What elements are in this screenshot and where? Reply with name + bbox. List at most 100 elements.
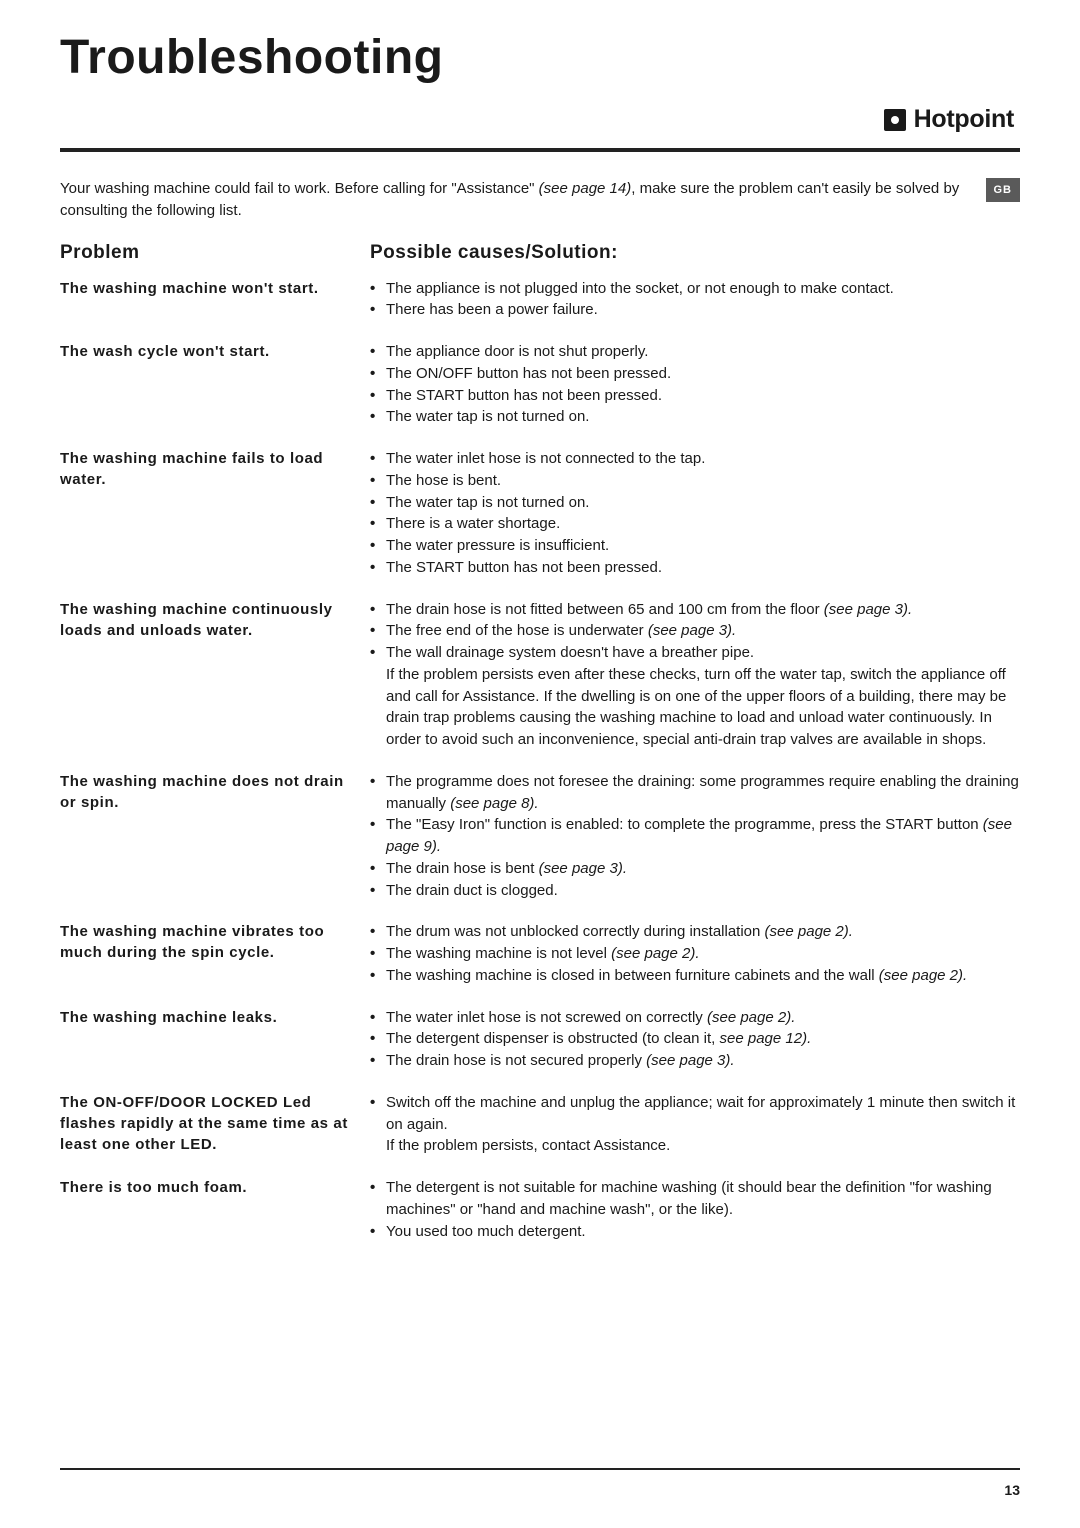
page-reference: (see page 3). — [646, 1052, 734, 1069]
solution-item-text: The drain duct is clogged. — [386, 882, 558, 899]
solution-item-text: The drain hose is bent — [386, 860, 539, 877]
solution-item: The washing machine is closed in between… — [370, 965, 1020, 987]
solution-item: The water inlet hose is not screwed on c… — [370, 1007, 1020, 1029]
troubleshoot-row: The ON-OFF/DOOR LOCKED Led flashes rapid… — [0, 1092, 1080, 1157]
page-reference: (see page 8). — [450, 795, 538, 812]
solution-text: The water inlet hose is not connected to… — [370, 448, 1020, 579]
solution-item: The appliance is not plugged into the so… — [370, 278, 1020, 300]
solution-item-text: The washing machine is closed in between… — [386, 967, 879, 984]
problem-text: The washing machine won't start. — [60, 278, 360, 322]
problem-text: The washing machine leaks. — [60, 1007, 360, 1072]
solution-item-text: The water tap is not turned on. — [386, 408, 589, 425]
problem-text: The washing machine continuously loads a… — [60, 599, 360, 751]
solution-item: The START button has not been pressed. — [370, 385, 1020, 407]
intro-text: Your washing machine could fail to work.… — [60, 178, 962, 222]
solution-list: The appliance door is not shut properly.… — [370, 341, 1020, 428]
solution-item: You used too much detergent. — [370, 1221, 1020, 1243]
solution-item-text: You used too much detergent. — [386, 1223, 586, 1240]
solution-item: The water tap is not turned on. — [370, 492, 1020, 514]
troubleshoot-row: The washing machine leaks. The water inle… — [0, 1007, 1080, 1072]
problem-header: Problem — [60, 242, 360, 264]
solution-item: The "Easy Iron" function is enabled: to … — [370, 814, 1020, 858]
brand-row: Hotpoint — [0, 105, 1080, 148]
solution-note: If the problem persists, contact Assista… — [370, 1135, 1020, 1157]
column-headers: Problem Possible causes/Solution: — [0, 222, 1080, 278]
solution-item-text: The water tap is not turned on. — [386, 494, 589, 511]
page-reference: (see page 3). — [648, 622, 736, 639]
troubleshoot-row: The washing machine vibrates too much du… — [0, 921, 1080, 986]
page-reference: (see page 3). — [539, 860, 627, 877]
troubleshoot-row: The washing machine does not drain or sp… — [0, 771, 1080, 902]
problem-text: The washing machine does not drain or sp… — [60, 771, 360, 902]
troubleshoot-row: The wash cycle won't start.The appliance… — [0, 341, 1080, 428]
solution-header: Possible causes/Solution: — [370, 242, 1020, 264]
page-reference: (see page 3). — [824, 601, 912, 618]
solution-list: The water inlet hose is not screwed on c… — [370, 1007, 1020, 1072]
troubleshoot-row: There is too much foam.The detergent is … — [0, 1177, 1080, 1242]
solution-item: The ON/OFF button has not been pressed. — [370, 363, 1020, 385]
solution-item: The wall drainage system doesn't have a … — [370, 642, 1020, 664]
solution-note: If the problem persists even after these… — [370, 664, 1020, 751]
solution-item-text: The wall drainage system doesn't have a … — [386, 644, 754, 661]
solution-item: The drain hose is not secured properly (… — [370, 1050, 1020, 1072]
solution-item: The free end of the hose is underwater (… — [370, 620, 1020, 642]
problem-text: The washing machine fails to load water. — [60, 448, 360, 579]
solution-list: The detergent is not suitable for machin… — [370, 1177, 1020, 1242]
solution-item-text: The appliance door is not shut properly. — [386, 343, 648, 360]
problem-text: The wash cycle won't start. — [60, 341, 360, 428]
solution-item-text: The water inlet hose is not connected to… — [386, 450, 705, 467]
solution-text: The water inlet hose is not screwed on c… — [370, 1007, 1020, 1072]
solution-item-text: There is a water shortage. — [386, 515, 560, 532]
page-reference: see page 12). — [720, 1030, 812, 1047]
solution-item-text: The "Easy Iron" function is enabled: to … — [386, 816, 983, 833]
page-number: 13 — [1004, 1482, 1020, 1498]
solution-item-text: The drain hose is not fitted between 65 … — [386, 601, 824, 618]
solution-item: The programme does not foresee the drain… — [370, 771, 1020, 815]
solution-item-text: The hose is bent. — [386, 472, 501, 489]
solution-item: The drum was not unblocked correctly dur… — [370, 921, 1020, 943]
solution-item: The appliance door is not shut properly. — [370, 341, 1020, 363]
solution-list: Switch off the machine and unplug the ap… — [370, 1092, 1020, 1136]
intro-row: Your washing machine could fail to work.… — [0, 152, 1080, 222]
problem-text: The washing machine vibrates too much du… — [60, 921, 360, 986]
solution-text: Switch off the machine and unplug the ap… — [370, 1092, 1020, 1157]
troubleshoot-row: The washing machine continuously loads a… — [0, 599, 1080, 751]
troubleshoot-row: The washing machine fails to load water.… — [0, 448, 1080, 579]
brand-text: Hotpoint — [914, 105, 1014, 134]
intro-ref: (see page 14) — [539, 180, 632, 197]
solution-item: The hose is bent. — [370, 470, 1020, 492]
solution-text: The programme does not foresee the drain… — [370, 771, 1020, 902]
solution-item-text: The START button has not been pressed. — [386, 387, 662, 404]
solution-item-text: The START button has not been pressed. — [386, 559, 662, 576]
solution-item: The drain hose is not fitted between 65 … — [370, 599, 1020, 621]
solution-text: The drain hose is not fitted between 65 … — [370, 599, 1020, 751]
solution-item-text: The washing machine is not level — [386, 945, 611, 962]
solution-item: The START button has not been pressed. — [370, 557, 1020, 579]
solution-item: The water pressure is insufficient. — [370, 535, 1020, 557]
page-reference: (see page 2). — [765, 923, 853, 940]
page-title: Troubleshooting — [0, 0, 1080, 105]
solution-item: The detergent dispenser is obstructed (t… — [370, 1028, 1020, 1050]
solution-list: The drum was not unblocked correctly dur… — [370, 921, 1020, 986]
problem-text: The ON-OFF/DOOR LOCKED Led flashes rapid… — [60, 1092, 360, 1157]
solution-list: The programme does not foresee the drain… — [370, 771, 1020, 902]
solution-item: The washing machine is not level (see pa… — [370, 943, 1020, 965]
problem-text: There is too much foam. — [60, 1177, 360, 1242]
solution-text: The detergent is not suitable for machin… — [370, 1177, 1020, 1242]
solution-item: Switch off the machine and unplug the ap… — [370, 1092, 1020, 1136]
solution-item-text: The water inlet hose is not screwed on c… — [386, 1009, 707, 1026]
intro-part1: Your washing machine could fail to work.… — [60, 180, 539, 197]
page-reference: (see page 2). — [707, 1009, 795, 1026]
solution-text: The drum was not unblocked correctly dur… — [370, 921, 1020, 986]
solution-item-text: The drain hose is not secured properly — [386, 1052, 646, 1069]
solution-item-text: The ON/OFF button has not been pressed. — [386, 365, 671, 382]
solution-item-text: There has been a power failure. — [386, 301, 598, 318]
troubleshooting-rows: The washing machine won't start.The appl… — [0, 278, 1080, 1243]
hotpoint-icon — [884, 109, 906, 131]
troubleshoot-row: The washing machine won't start. The appl… — [0, 278, 1080, 322]
page-footer: 13 — [60, 1468, 1020, 1498]
solution-text: The appliance is not plugged into the so… — [370, 278, 1020, 322]
solution-item: The water inlet hose is not connected to… — [370, 448, 1020, 470]
solution-item: The drain duct is clogged. — [370, 880, 1020, 902]
solution-item-text: The water pressure is insufficient. — [386, 537, 609, 554]
